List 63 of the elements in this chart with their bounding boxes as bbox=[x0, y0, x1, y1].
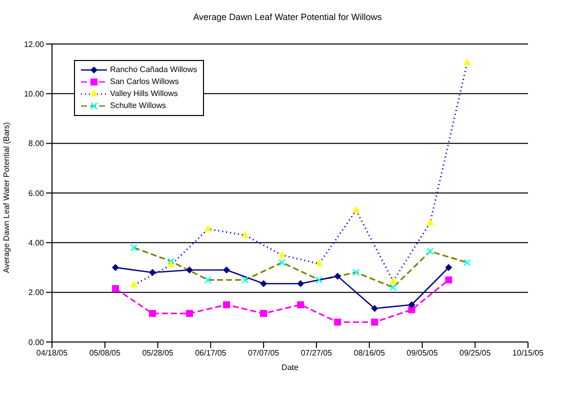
legend-label: San Carlos Willows bbox=[110, 76, 179, 88]
point bbox=[316, 259, 323, 266]
point bbox=[112, 264, 119, 271]
point bbox=[241, 276, 249, 284]
point bbox=[334, 272, 342, 280]
y-tick-label: 2.00 bbox=[28, 288, 45, 298]
x-tick-label: 07/07/05 bbox=[248, 348, 280, 358]
point bbox=[426, 218, 434, 226]
x-tick-label: 10/15/05 bbox=[512, 348, 544, 358]
x-tick-label: 06/17/05 bbox=[195, 348, 227, 358]
legend-label: Schulte Willows bbox=[110, 100, 166, 112]
point bbox=[260, 310, 268, 317]
x-tick-label: 07/27/05 bbox=[300, 348, 333, 358]
point bbox=[167, 258, 175, 265]
y-axis-title: Average Dawn Leaf Water Potential (Bars) bbox=[2, 122, 11, 273]
point bbox=[223, 301, 230, 308]
x-tick-label: 04/18/05 bbox=[36, 348, 68, 358]
y-tick-label: 4.00 bbox=[28, 238, 45, 248]
point bbox=[297, 301, 304, 308]
point bbox=[186, 266, 194, 274]
legend-label: Rancho Cañada Willows bbox=[110, 64, 198, 76]
point bbox=[112, 285, 119, 292]
point bbox=[204, 276, 212, 284]
point bbox=[148, 310, 156, 317]
point bbox=[278, 250, 286, 258]
point bbox=[315, 276, 323, 284]
point bbox=[297, 280, 304, 288]
point bbox=[352, 206, 360, 213]
y-tick-label: 8.00 bbox=[28, 139, 45, 148]
point bbox=[464, 258, 471, 266]
y-tick-label: 6.00 bbox=[28, 188, 45, 198]
x-tick-label: 08/16/05 bbox=[354, 348, 386, 358]
point bbox=[389, 284, 397, 292]
point bbox=[334, 318, 342, 326]
point bbox=[260, 280, 268, 288]
y-tick-label: 12.00 bbox=[24, 40, 45, 49]
point bbox=[130, 280, 138, 288]
y-tick-label: 0.00 bbox=[28, 338, 45, 347]
point bbox=[242, 230, 249, 238]
point bbox=[130, 244, 138, 252]
point bbox=[223, 266, 230, 274]
y-tick-label: 10.00 bbox=[24, 90, 45, 99]
point bbox=[371, 304, 378, 312]
legend-label: Valley Hills Willows bbox=[110, 88, 178, 100]
point bbox=[390, 276, 397, 284]
point bbox=[371, 318, 378, 326]
x-tick-label: 05/08/05 bbox=[89, 348, 122, 358]
point bbox=[186, 310, 194, 317]
point bbox=[445, 264, 452, 271]
point bbox=[148, 268, 156, 276]
chart-title: Average Dawn Leaf Water Potential for Willows bbox=[192, 12, 383, 22]
x-tick-label: 09/25/05 bbox=[460, 348, 492, 358]
point bbox=[352, 268, 360, 276]
x-tick-label: 09/05/05 bbox=[406, 348, 438, 358]
point bbox=[204, 224, 212, 232]
point bbox=[168, 260, 174, 268]
point bbox=[278, 258, 286, 266]
point bbox=[408, 301, 416, 308]
x-tick-label: 05/28/05 bbox=[142, 348, 174, 358]
point bbox=[445, 276, 452, 284]
point bbox=[464, 58, 471, 66]
x-axis-title: Date bbox=[282, 363, 299, 372]
point bbox=[426, 248, 434, 256]
